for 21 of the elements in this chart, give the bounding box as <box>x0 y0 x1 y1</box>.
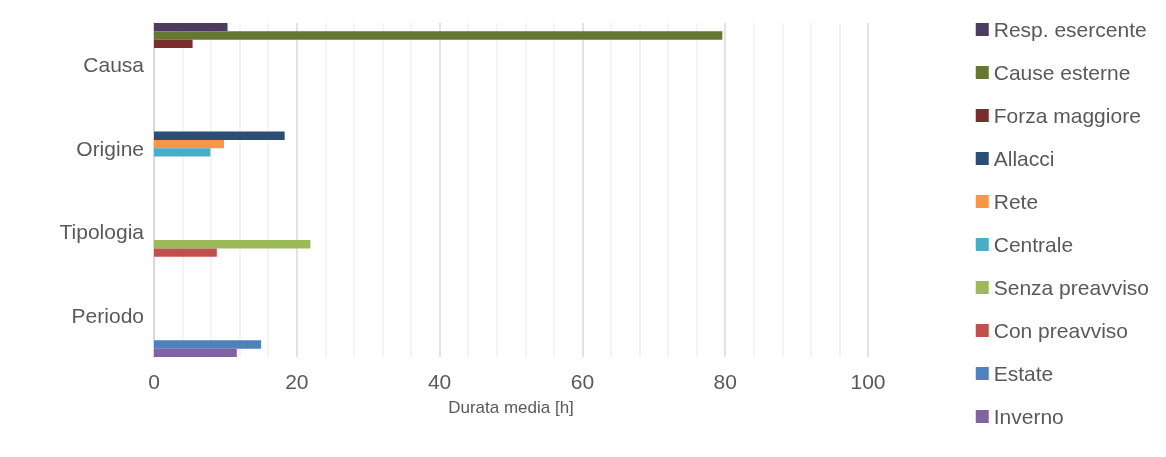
y-tick-label: Tipologia <box>59 220 145 244</box>
x-tick-label: 40 <box>427 370 452 393</box>
legend-label: Centrale <box>993 233 1074 256</box>
legend-label: Cause esterne <box>993 61 1131 84</box>
x-axis-title: Durata media [h] <box>448 398 574 417</box>
x-tick-label: 100 <box>850 370 886 393</box>
y-tick-label: Periodo <box>71 303 144 327</box>
legend-label: Estate <box>993 362 1054 385</box>
y-tick-label: Causa <box>83 53 145 77</box>
legend-label: Rete <box>993 190 1039 213</box>
legend-label: Resp. esercente <box>993 18 1147 41</box>
legend-label: Forza maggiore <box>993 104 1141 127</box>
x-tick-label: 80 <box>713 370 737 393</box>
legend-label: Inverno <box>993 405 1064 428</box>
x-tick-label: 60 <box>570 370 595 393</box>
x-tick-label: 20 <box>285 370 309 393</box>
legend-label: Senza preavviso <box>993 276 1150 299</box>
x-tick-label: 0 <box>148 370 160 393</box>
y-tick-label: Origine <box>76 136 144 160</box>
legend-label: Allacci <box>993 147 1055 170</box>
legend-label: Con preavviso <box>993 319 1128 342</box>
